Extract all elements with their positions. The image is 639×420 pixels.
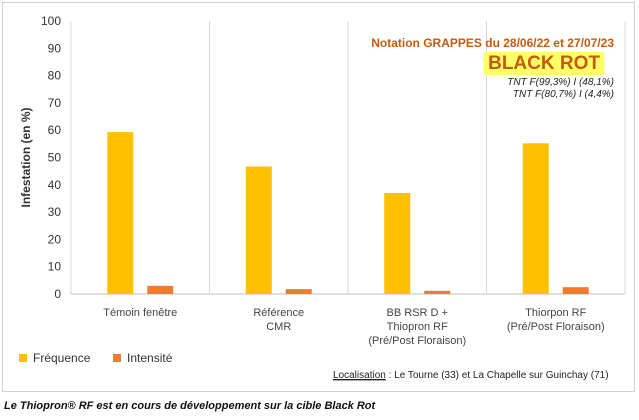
y-tick-label: 20 [48, 232, 62, 246]
category-label: Témoin fenêtre [103, 307, 177, 319]
y-tick-label: 100 [41, 14, 61, 28]
category-label: Référence [253, 307, 304, 319]
bar-intensite-0 [147, 285, 174, 294]
category-label: CMR [266, 321, 291, 333]
chart-subtitle: Notation GRAPPES du 28/06/22 et 27/07/23 [371, 36, 614, 50]
y-axis-label: Infestation (en %) [19, 107, 33, 207]
legend-swatch-frequence [19, 354, 27, 362]
bar-frequence-1 [245, 166, 272, 294]
y-tick-label: 10 [48, 260, 62, 274]
y-tick-label: 30 [48, 205, 62, 219]
y-tick-label: 80 [48, 69, 62, 83]
bar-intensite-2 [424, 290, 451, 294]
y-tick-label: 70 [48, 96, 62, 110]
category-label: (Pré/Post Floraison) [368, 335, 466, 347]
localisation-note: Localisation : Le Tourne (33) et La Chap… [333, 370, 609, 381]
category-label: Thiopron RF [387, 321, 448, 333]
localisation-label: Localisation [333, 370, 386, 381]
bar-frequence-3 [522, 143, 549, 294]
category-label: (Pré/Post Floraison) [507, 321, 605, 333]
category-label: Thiorpon RF [525, 307, 586, 319]
y-tick-label: 40 [48, 178, 62, 192]
localisation-text: : Le Tourne (33) et La Chapelle sur Guin… [386, 370, 609, 381]
chart-title: BLACK ROT [488, 53, 600, 74]
figure-caption: Le Thiopron® RF est en cours de développ… [4, 400, 376, 412]
treatment-annotation: TNT F(80,7%) I (4,4%) [513, 89, 614, 100]
y-tick-label: 50 [48, 151, 62, 165]
y-tick-label: 90 [48, 41, 62, 55]
bar-frequence-0 [107, 132, 134, 294]
bar-intensite-3 [562, 287, 589, 294]
chart-frame: 0 10 20 30 40 50 60 70 80 90 100 Infestation (en %)… [2, 2, 635, 392]
bar-frequence-2 [384, 192, 411, 294]
treatment-annotation: TNT F(99,3%) I (48,1%) [507, 77, 614, 88]
legend-label: Fréquence [33, 351, 91, 365]
legend-swatch-intensite [113, 354, 121, 362]
bar-chart: 0 10 20 30 40 50 60 70 80 90 100 Infestation (en %)… [19, 14, 626, 381]
bar-intensite-1 [285, 289, 312, 294]
title-highlight [484, 52, 605, 75]
category-label: BB RSR D + [387, 307, 448, 319]
y-tick-label: 0 [54, 287, 61, 301]
legend-label: Intensité [127, 351, 173, 365]
y-tick-label: 60 [48, 123, 62, 137]
